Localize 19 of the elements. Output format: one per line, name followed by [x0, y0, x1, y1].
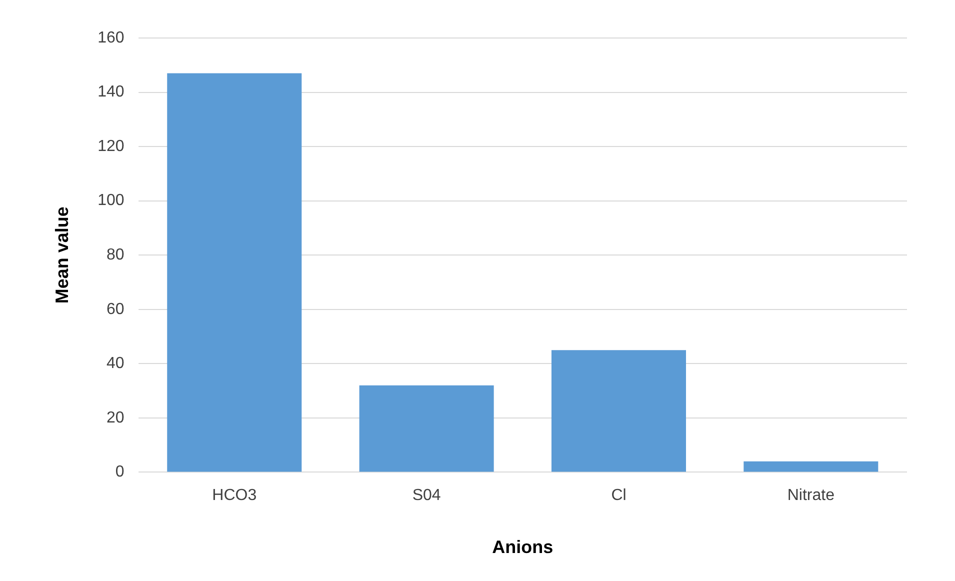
bar	[744, 461, 878, 472]
y-tick-label: 160	[98, 29, 124, 46]
y-tick-label: 0	[115, 464, 124, 481]
y-tick-label: 20	[106, 409, 124, 426]
x-axis-title: Anions	[492, 537, 554, 558]
y-axis-title: Mean value	[52, 206, 72, 304]
y-tick-label: 80	[106, 246, 124, 264]
y-tick-label: 120	[98, 138, 124, 155]
x-tick-label: HCO3	[212, 487, 257, 504]
bar	[167, 73, 302, 472]
y-tick-label: 140	[98, 84, 124, 101]
bar	[359, 385, 494, 472]
x-tick-label: Cl	[611, 487, 626, 504]
bar	[551, 350, 686, 472]
x-tick-label: S04	[412, 487, 441, 504]
x-tick-label: Nitrate	[787, 487, 835, 504]
y-tick-label: 40	[106, 355, 124, 372]
y-tick-label: 60	[106, 300, 124, 318]
y-tick-label: 100	[98, 192, 124, 210]
